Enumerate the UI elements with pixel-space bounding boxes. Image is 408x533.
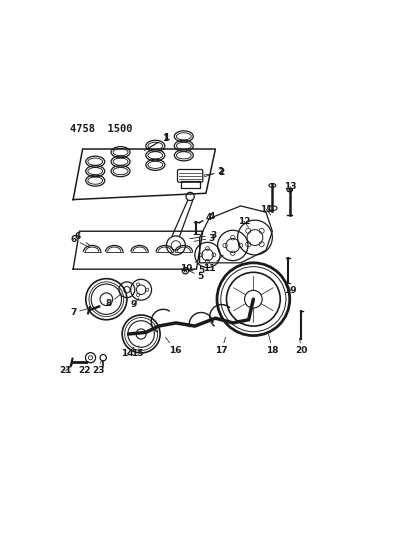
Text: 20: 20 bbox=[295, 338, 308, 354]
Text: 4: 4 bbox=[200, 212, 215, 222]
Text: 5: 5 bbox=[189, 271, 203, 280]
Text: 12: 12 bbox=[237, 216, 250, 228]
Text: 3: 3 bbox=[190, 231, 217, 239]
Text: 8: 8 bbox=[106, 294, 121, 309]
Text: 15: 15 bbox=[131, 346, 143, 358]
Text: 6: 6 bbox=[71, 235, 90, 248]
Text: 16: 16 bbox=[166, 337, 181, 354]
Text: 2: 2 bbox=[204, 168, 225, 177]
Bar bbox=[181, 181, 200, 189]
Text: 1: 1 bbox=[146, 133, 169, 149]
Text: 4758  1500: 4758 1500 bbox=[70, 124, 133, 134]
Text: 13: 13 bbox=[284, 182, 297, 192]
Text: 19: 19 bbox=[284, 284, 297, 295]
Text: 6: 6 bbox=[75, 232, 90, 245]
Text: 23: 23 bbox=[92, 360, 105, 375]
Text: 7: 7 bbox=[71, 308, 87, 317]
Text: 21: 21 bbox=[59, 365, 73, 375]
Text: 3: 3 bbox=[194, 233, 215, 243]
Text: 11: 11 bbox=[260, 205, 272, 215]
Text: 11: 11 bbox=[203, 255, 223, 273]
Text: 14: 14 bbox=[121, 348, 134, 358]
Text: 9: 9 bbox=[131, 298, 139, 309]
Text: 1: 1 bbox=[144, 134, 168, 151]
Text: 22: 22 bbox=[78, 361, 91, 375]
Text: 2: 2 bbox=[204, 167, 223, 177]
Text: 4: 4 bbox=[199, 213, 212, 223]
Text: 17: 17 bbox=[215, 337, 228, 354]
Text: 10: 10 bbox=[180, 261, 197, 273]
Text: 5: 5 bbox=[188, 266, 205, 275]
Text: 18: 18 bbox=[266, 334, 279, 354]
